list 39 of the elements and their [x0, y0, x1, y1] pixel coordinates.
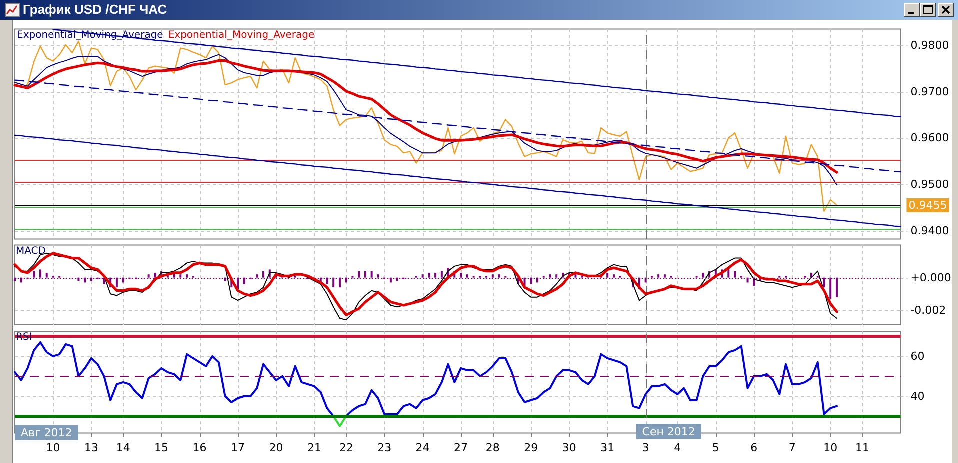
chart-title: График USD /CHF ЧАС [23, 2, 168, 17]
x-tick-label: 24 [416, 441, 430, 454]
x-tick-label: 31 [600, 441, 615, 454]
x-tick-label: 27 [454, 441, 468, 454]
x-tick-label: 17 [231, 441, 246, 454]
y-tick-label: 40 [910, 390, 925, 403]
x-tick-label: 15 [154, 441, 169, 454]
x-tick-label: 6 [750, 441, 758, 454]
x-tick-label: 16 [192, 441, 207, 454]
y-tick-label: 0.9700 [910, 85, 950, 98]
y-tick-label: 0.9500 [910, 178, 950, 192]
chart-title: MACD [16, 246, 46, 257]
x-tick-label: 28 [486, 441, 500, 454]
y-tick-label: +0.000 [910, 271, 952, 284]
y-tick-label: 0.9400 [910, 224, 950, 238]
ref-line-label: Сен 2012 [642, 425, 696, 438]
x-tick-label: 5 [712, 441, 720, 454]
x-tick-label: 14 [116, 441, 130, 454]
x-tick-label: 4 [674, 441, 682, 454]
y-tick-label: -0.002 [910, 304, 946, 317]
x-tick-label: 23 [378, 441, 392, 454]
y-tick-label: 0.9800 [910, 39, 950, 52]
y-tick-label: 60 [910, 350, 925, 363]
x-tick-label: 7 [788, 441, 796, 454]
text: Exponential_Moving_Average [168, 30, 315, 42]
x-tick-label: 29 [524, 441, 538, 454]
x-tick-label: 10 [824, 441, 838, 454]
x-tick-label: 21 [307, 441, 322, 454]
x-tick-label: 30 [562, 441, 576, 454]
ref-line-label: 0.9455 [908, 198, 948, 212]
chart-title: RSI [16, 332, 32, 343]
annotation: Авг 2012 [21, 426, 72, 440]
y-tick-label: 0.9600 [910, 132, 950, 145]
x-tick-label: 22 [339, 441, 354, 454]
x-tick-label: 13 [84, 441, 98, 454]
x-tick-label: 20 [269, 441, 284, 454]
x-tick-label: 10 [46, 441, 60, 454]
x-tick-label: 11 [855, 441, 870, 454]
x-tick-label: 3 [642, 441, 650, 454]
